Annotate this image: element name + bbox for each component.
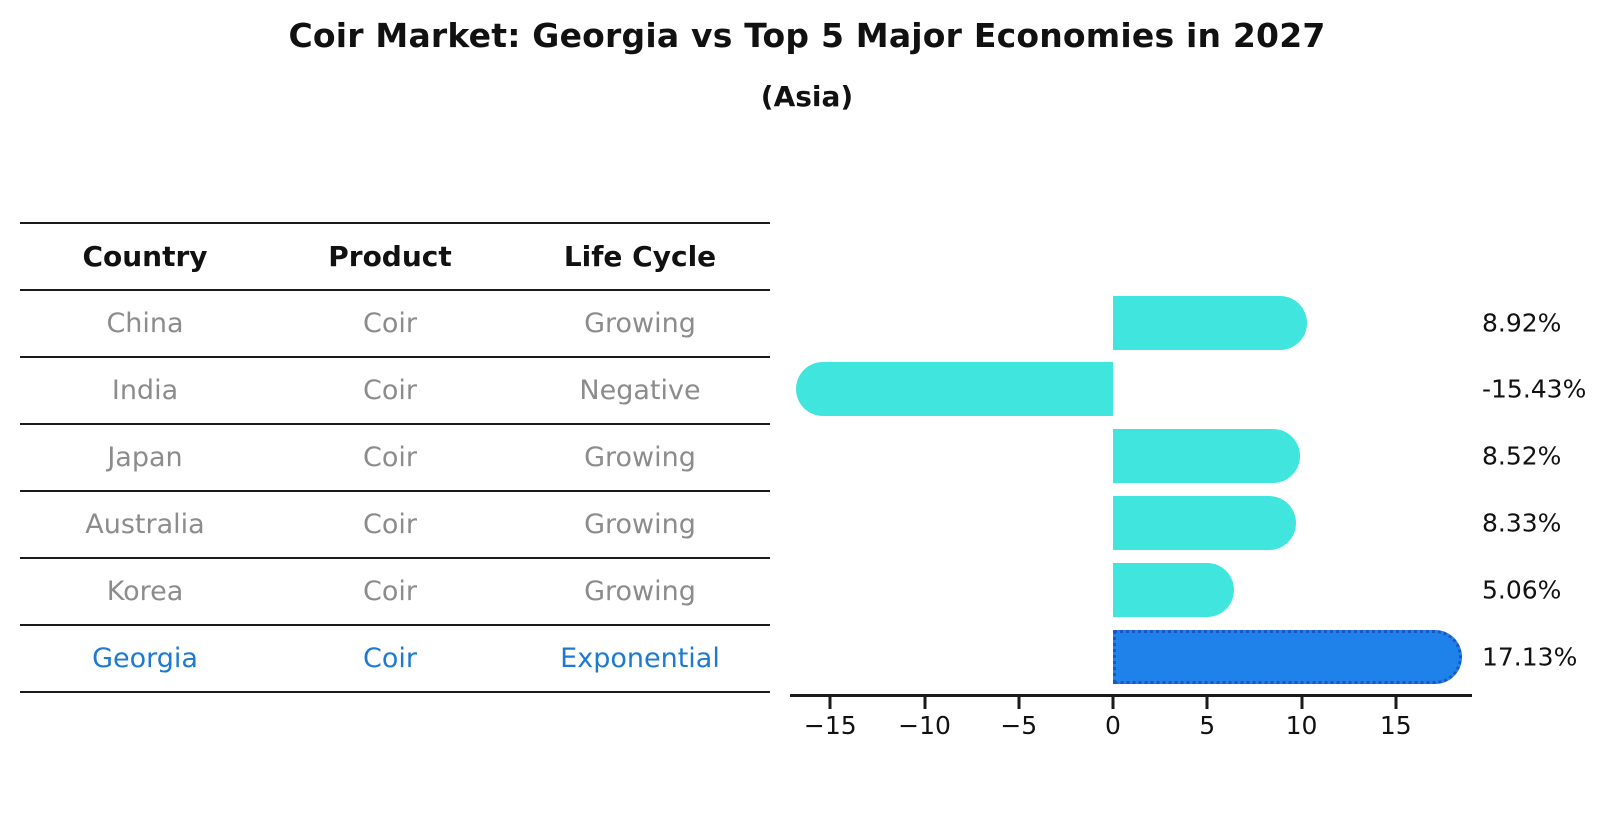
bar-australia [1113, 496, 1297, 551]
x-axis-line [790, 694, 1472, 697]
x-tick-label: 0 [1105, 711, 1121, 740]
table-row-india: India Coir Negative [20, 358, 770, 425]
bar-georgia [1113, 630, 1462, 684]
x-tick-label: 5 [1199, 711, 1216, 740]
x-tick-label: −15 [803, 711, 857, 740]
table-header-row: Country Product Life Cycle [20, 224, 770, 291]
x-tick [1300, 697, 1303, 709]
x-tick-label: 15 [1379, 711, 1412, 740]
cell-product: Coir [363, 576, 417, 607]
cell-country: Korea [106, 576, 184, 607]
x-tick-label: 10 [1285, 711, 1318, 740]
cell-life-cycle: Growing [584, 509, 696, 540]
column-header-product: Product [328, 240, 452, 273]
cell-country: Georgia [92, 643, 198, 674]
x-tick-label: −10 [898, 711, 951, 740]
cell-country: Japan [107, 442, 183, 473]
cell-life-cycle: Negative [579, 375, 701, 406]
table-row-japan: Japan Coir Growing [20, 425, 770, 492]
x-tick-label: −5 [1000, 711, 1038, 740]
table-row-georgia: Georgia Coir Exponential [20, 626, 770, 693]
table-row-china: China Coir Growing [20, 291, 770, 358]
country-table: Country Product Life Cycle China Coir Gr… [20, 222, 770, 693]
bar-korea [1113, 563, 1235, 618]
page-title: Coir Market: Georgia vs Top 5 Major Econ… [288, 16, 1326, 55]
column-header-life-cycle: Life Cycle [563, 240, 717, 273]
bar-india [796, 362, 1113, 417]
value-label-australia: 8.33% [1482, 508, 1562, 538]
table-row-australia: Australia Coir Growing [20, 492, 770, 559]
cell-product: Coir [363, 308, 417, 339]
cell-life-cycle: Growing [584, 576, 696, 607]
x-tick [1111, 697, 1115, 709]
column-header-country: Country [82, 240, 208, 273]
x-tick [923, 697, 926, 709]
value-label-japan: 8.52% [1482, 441, 1562, 471]
x-tick [828, 697, 832, 709]
page-subtitle: (Asia) [760, 80, 854, 113]
cell-product: Coir [363, 375, 417, 406]
x-tick [1017, 697, 1021, 709]
cell-country: Australia [85, 509, 205, 540]
value-label-korea: 5.06% [1482, 575, 1562, 605]
value-label-china: 8.92% [1482, 308, 1562, 337]
x-tick [1205, 697, 1209, 709]
cell-life-cycle: Growing [584, 308, 696, 339]
cell-country: China [106, 308, 184, 339]
x-tick [1394, 697, 1398, 709]
cell-life-cycle: Growing [584, 442, 696, 473]
cell-life-cycle: Exponential [560, 643, 720, 674]
value-label-india: -15.43% [1482, 374, 1587, 404]
table-row-korea: Korea Coir Growing [20, 559, 770, 626]
cell-country: India [111, 375, 179, 406]
value-label-georgia: 17.13% [1482, 642, 1578, 672]
bar-japan [1113, 429, 1300, 484]
cell-product: Coir [363, 643, 417, 674]
cell-product: Coir [363, 509, 417, 540]
cell-product: Coir [363, 442, 417, 473]
bar-china [1113, 295, 1308, 350]
